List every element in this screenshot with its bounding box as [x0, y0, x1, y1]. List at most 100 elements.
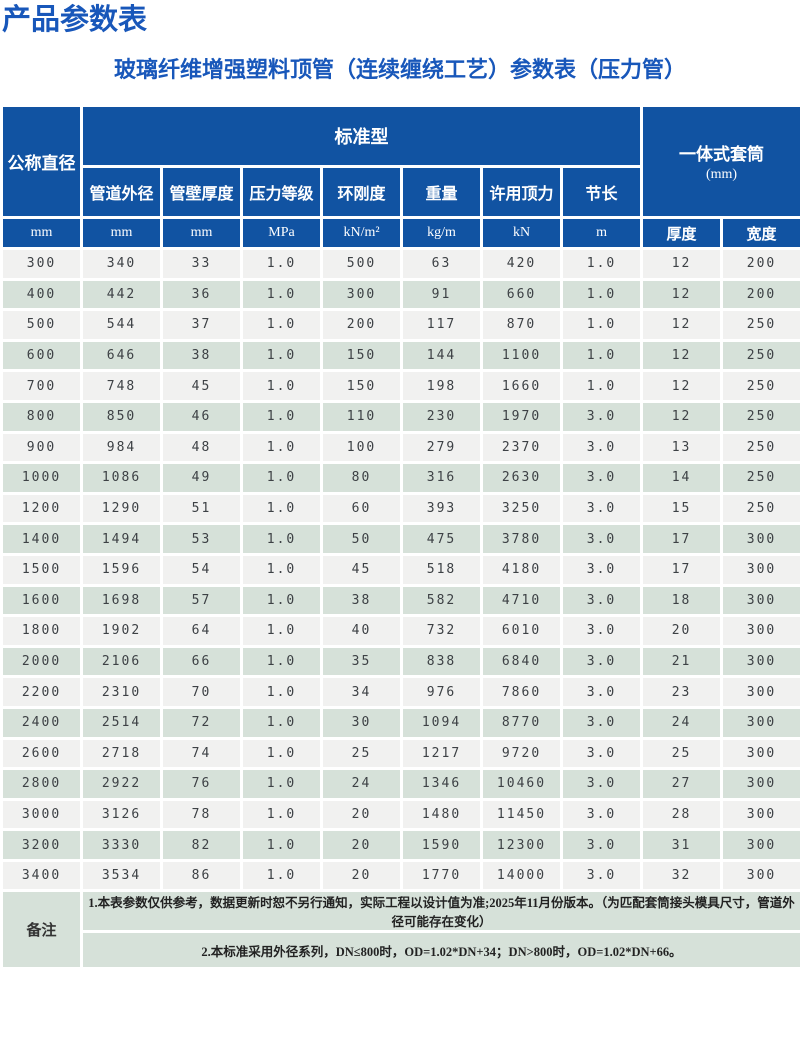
table-cell: 78 [162, 799, 242, 830]
table-cell: 30 [322, 707, 402, 738]
table-cell: 1.0 [242, 371, 322, 402]
table-cell: 1.0 [242, 401, 322, 432]
page-title: 产品参数表 [2, 4, 800, 36]
table-cell: 198 [402, 371, 482, 402]
table-cell: 250 [722, 310, 800, 341]
unit-pressure-class: MPa [242, 218, 322, 249]
table-cell: 14000 [482, 860, 562, 891]
table-cell: 279 [402, 432, 482, 463]
table-cell: 870 [482, 310, 562, 341]
table-cell: 800 [2, 401, 82, 432]
header-section-length: 节长 [562, 167, 642, 218]
table-cell: 200 [722, 249, 800, 280]
table-cell: 3.0 [562, 830, 642, 861]
table-cell: 48 [162, 432, 242, 463]
table-cell: 6840 [482, 646, 562, 677]
units-row: mm mm mm MPa kN/m² kg/m kN m 厚度 宽度 [2, 218, 800, 249]
table-cell: 1100 [482, 340, 562, 371]
table-cell: 144 [402, 340, 482, 371]
table-cell: 300 [322, 279, 402, 310]
table-cell: 2370 [482, 432, 562, 463]
header-pressure-class: 压力等级 [242, 167, 322, 218]
table-cell: 1200 [2, 493, 82, 524]
table-cell: 33 [162, 249, 242, 280]
table-cell: 70 [162, 677, 242, 708]
table-cell: 2106 [82, 646, 162, 677]
table-cell: 838 [402, 646, 482, 677]
table-cell: 20 [322, 830, 402, 861]
table-cell: 1.0 [242, 340, 322, 371]
table-cell: 32 [642, 860, 722, 891]
table-cell: 3.0 [562, 769, 642, 800]
table-cell: 1.0 [562, 340, 642, 371]
table-cell: 732 [402, 616, 482, 647]
table-cell: 1094 [402, 707, 482, 738]
table-cell: 1590 [402, 830, 482, 861]
unit-weight: kg/m [402, 218, 482, 249]
table-cell: 80 [322, 463, 402, 494]
header-weight: 重量 [402, 167, 482, 218]
table-cell: 250 [722, 401, 800, 432]
table-cell: 12 [642, 279, 722, 310]
table-cell: 250 [722, 493, 800, 524]
table-cell: 300 [722, 524, 800, 555]
table-cell: 11450 [482, 799, 562, 830]
table-cell: 15 [642, 493, 722, 524]
table-cell: 2000 [2, 646, 82, 677]
header-wall-thickness: 管壁厚度 [162, 167, 242, 218]
table-cell: 3126 [82, 799, 162, 830]
table-cell: 60 [322, 493, 402, 524]
table-cell: 1.0 [242, 646, 322, 677]
table-cell: 3.0 [562, 616, 642, 647]
table-cell: 46 [162, 401, 242, 432]
table-cell: 21 [642, 646, 722, 677]
table-header: 公称直径 标准型 一体式套筒 (mm) 管道外径 管壁厚度 压力等级 环刚度 重… [2, 106, 800, 249]
table-cell: 10460 [482, 769, 562, 800]
table-cell: 3534 [82, 860, 162, 891]
table-cell: 400 [2, 279, 82, 310]
table-cell: 1.0 [242, 616, 322, 647]
table-cell: 3.0 [562, 707, 642, 738]
table-subtitle: 玻璃纤维增强塑料顶管（连续缠绕工艺）参数表（压力管） [0, 57, 800, 83]
table-cell: 1.0 [562, 310, 642, 341]
table-cell: 2400 [2, 707, 82, 738]
table-cell: 9720 [482, 738, 562, 769]
table-cell: 1660 [482, 371, 562, 402]
table-cell: 51 [162, 493, 242, 524]
table-cell: 49 [162, 463, 242, 494]
table-cell: 1.0 [242, 677, 322, 708]
table-cell: 1698 [82, 585, 162, 616]
table-cell: 1400 [2, 524, 82, 555]
table-cell: 25 [322, 738, 402, 769]
header-sleeve-thickness: 厚度 [642, 218, 722, 249]
table-cell: 300 [722, 799, 800, 830]
table-cell: 25 [642, 738, 722, 769]
table-cell: 34 [322, 677, 402, 708]
table-cell: 100 [322, 432, 402, 463]
header-standard-type: 标准型 [82, 106, 642, 167]
table-cell: 300 [722, 707, 800, 738]
table-cell: 36 [162, 279, 242, 310]
table-cell: 900 [2, 432, 82, 463]
table-cell: 518 [402, 554, 482, 585]
table-cell: 2800 [2, 769, 82, 800]
table-cell: 544 [82, 310, 162, 341]
table-cell: 27 [642, 769, 722, 800]
table-cell: 300 [2, 249, 82, 280]
table-cell: 1217 [402, 738, 482, 769]
table-cell: 2310 [82, 677, 162, 708]
table-cell: 3.0 [562, 463, 642, 494]
table-cell: 50 [322, 524, 402, 555]
unit-nominal-diameter: mm [2, 218, 82, 249]
table-cell: 3250 [482, 493, 562, 524]
table-cell: 53 [162, 524, 242, 555]
header-nominal-diameter: 公称直径 [2, 106, 82, 218]
table-cell: 3000 [2, 799, 82, 830]
